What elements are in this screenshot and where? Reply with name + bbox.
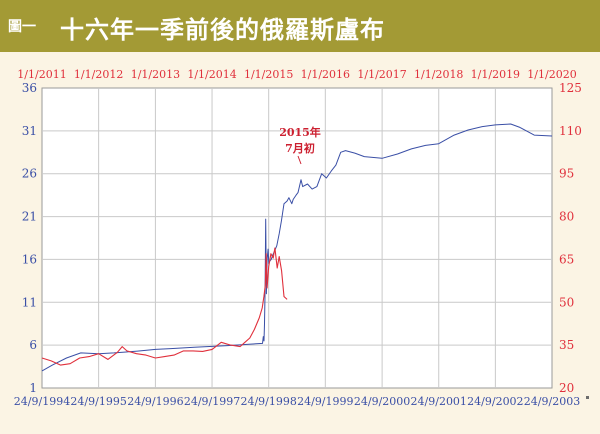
- right-axis-ticks: 20 35 50 65 80 95 110 125: [559, 81, 582, 395]
- bottom-tick-label: 24/9/2000: [354, 395, 410, 408]
- title-banner: 圖一 十六年一季前後的俄羅斯盧布: [0, 0, 600, 52]
- left-tick-label: 36: [22, 81, 37, 95]
- top-tick-label: 1/1/2012: [74, 68, 123, 81]
- right-tick-label: 80: [559, 210, 574, 224]
- left-tick-label: 26: [22, 167, 37, 181]
- figure-label: 圖一: [8, 19, 36, 35]
- annotation-line2: 7月初: [285, 141, 315, 155]
- annotation: 2015年 7月初: [279, 125, 321, 165]
- bottom-tick-label: 24/9/1999: [297, 395, 353, 408]
- gridlines: [42, 88, 552, 388]
- bottom-tick-label: 24/9/1996: [127, 395, 183, 408]
- right-tick-label: 110: [559, 124, 582, 138]
- annotation-pointer: [297, 155, 302, 165]
- bottom-axis-ticks: 24/9/1994 24/9/1995 24/9/1996 24/9/1997 24/9…: [14, 395, 580, 408]
- bottom-tick-label: 24/9/1997: [184, 395, 240, 408]
- series-lines: [41, 123, 553, 372]
- chart-title: 十六年一季前後的俄羅斯盧布: [60, 16, 385, 44]
- top-tick-label: 1/1/2019: [471, 68, 520, 81]
- top-tick-label: 1/1/2016: [301, 68, 350, 81]
- left-tick-label: 21: [22, 210, 37, 224]
- bottom-tick-label: 24/9/2001: [411, 395, 467, 408]
- bottom-tick-label: 24/9/1994: [14, 395, 70, 408]
- top-tick-label: 1/1/2011: [17, 68, 66, 81]
- left-tick-label: 1: [29, 381, 37, 395]
- right-tick-label: 35: [559, 338, 574, 352]
- bottom-tick-label: 24/9/2002: [467, 395, 523, 408]
- right-tick-label: 50: [559, 295, 574, 309]
- series-line-red: [41, 247, 288, 366]
- top-tick-label: 1/1/2020: [527, 68, 576, 81]
- left-tick-label: 16: [22, 252, 37, 266]
- top-tick-label: 1/1/2017: [357, 68, 406, 81]
- corner-dot: [586, 396, 589, 399]
- bottom-tick-label: 24/9/1998: [240, 395, 296, 408]
- bottom-tick-label: 24/9/2003: [524, 395, 580, 408]
- top-tick-label: 1/1/2014: [187, 68, 236, 81]
- plot-area: [41, 87, 553, 389]
- right-tick-label: 65: [559, 252, 574, 266]
- right-tick-label: 20: [559, 381, 574, 395]
- bottom-tick-label: 24/9/1995: [70, 395, 126, 408]
- annotation-line1: 2015年: [279, 125, 321, 139]
- series-line-blue: [41, 123, 553, 372]
- left-tick-label: 31: [22, 124, 37, 138]
- right-tick-label: 95: [559, 167, 574, 181]
- right-tick-label: 125: [559, 81, 582, 95]
- top-tick-label: 1/1/2013: [131, 68, 180, 81]
- top-axis-ticks: 1/1/2011 1/1/2012 1/1/2013 1/1/2014 1/1/2015…: [17, 68, 576, 81]
- top-tick-label: 1/1/2018: [414, 68, 463, 81]
- left-tick-label: 6: [29, 338, 37, 352]
- left-tick-label: 11: [22, 295, 37, 309]
- top-tick-label: 1/1/2015: [244, 68, 293, 81]
